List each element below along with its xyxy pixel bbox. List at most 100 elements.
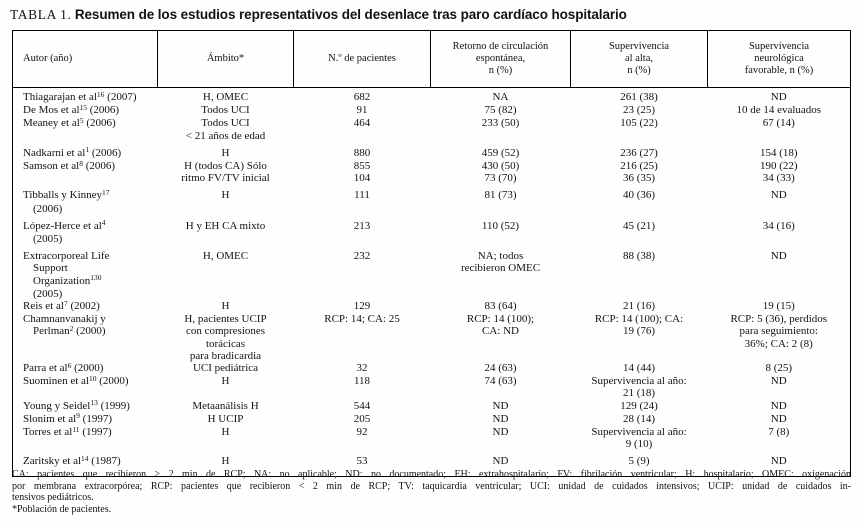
pacientes-cell: 682 [353,91,371,103]
pacientes-cell: 205 [353,412,371,425]
neuro-cell: 19 (15) [762,300,795,313]
ambito-cell: UCI pediátrica [192,362,259,375]
author-reference-superscript: 11 [72,424,80,434]
neuro-cell: ND [770,412,787,425]
author-name: Tibballs y Kinney [23,189,103,202]
ambito-cell: H, OMEC [202,91,249,103]
table-row: Slonim et al9 (1997) H UCIP 205 ND 28 (1… [13,411,851,426]
ambito-cell: H [221,146,230,159]
neuro-cell: 34 (16) [762,219,795,232]
retorno-cell: NA [492,91,509,103]
author-name: Reis et al [23,300,64,313]
neuro-cell: 154 (18) [759,146,798,159]
alta-cell: 40 (36) [622,189,656,202]
neuro-cell: ND [770,189,787,202]
table-row: Tibballs y Kinney17 (2006) H 111 81 (73)… [13,184,851,215]
table-row: Torres et al11 (1997) H 92 ND Superviven… [13,424,851,451]
retorno-cell: ND [492,399,509,412]
author-name: De Mos et al [23,104,80,117]
retorno-cell: 233 (50) [481,117,520,130]
neuro-cell: ND [770,399,787,412]
author-cell: Extracorporeal Life Support Organization… [13,245,158,300]
results-table: Autor (año) Ámbito* N.º de pacientes Ret… [12,30,851,477]
author-cell: Slonim et al9 (1997) [13,411,158,426]
pacientes-cell: 880 [353,146,371,159]
table-row: Chamnanvanakij y Perlman2 (2000) H, paci… [13,313,851,362]
alta-cell: 236 (27) [620,146,658,159]
retorno-cell: 110 (52) [481,219,520,232]
pacientes-cell: 53 [356,455,368,468]
table-row: Extracorporeal Life Support Organization… [13,245,851,300]
author-year: (2000) [96,375,129,388]
author-cell: Chamnanvanakij y Perlman2 (2000) [13,313,158,362]
pacientes-cell: 464 [353,117,371,130]
alta-cell: Supervivencia al año: 9 (10) [591,426,687,451]
pacientes-cell: 544 [353,399,371,412]
neuro-cell: ND [770,375,787,388]
author-name: Torres et al [23,426,73,439]
alta-cell: 23 (25) [622,104,656,117]
author-reference-superscript: 9 [76,411,80,421]
author-reference-superscript: 10 [89,373,97,383]
retorno-cell: RCP: 14 (100); CA: ND [466,313,535,338]
author-name: Nadkarni et al [23,146,86,159]
author-reference-superscript: 5 [79,115,84,125]
pacientes-cell: 111 [354,189,370,202]
table-number-label: TABLA 1. [10,7,72,22]
author-cell: Thiagarajan et al16 (2007) [13,88,158,105]
author-year: (1997) [79,412,112,425]
retorno-cell: 459 (52) [481,146,520,159]
table-title: TABLA 1. Resumen de los estudios represe… [10,7,627,23]
column-header-neurologica: Supervivencia neurológica favorable, n (… [707,30,851,88]
author-reference-superscript: 8 [79,158,83,168]
author-name: Meaney et al [23,117,80,130]
pacientes-cell: RCP: 14; CA: 25 [324,313,400,326]
author-year: (2002) [67,300,100,313]
author-reference-superscript: 130 [90,273,102,283]
column-header-ambito: Ámbito* [157,30,294,88]
author-cell: De Mos et al15 (2006) [13,103,158,117]
table-row: Samson et al8 (2006) H (todos CA) Sólo r… [13,158,851,185]
footnote-asterisk-line: *Población de pacientes. [12,503,112,515]
ambito-cell: H, pacientes UCIP con compresiones torác… [184,313,267,362]
author-reference-superscript: 16 [96,89,105,99]
author-name: Zaritsky et al [23,455,82,468]
author-reference-superscript: 4 [101,218,106,228]
author-year: (2006) [83,117,116,130]
ambito-cell: H [221,455,230,468]
author-name: Samson et al [23,160,80,173]
author-year: (2007) [104,91,137,103]
alta-cell: 129 (24) [620,399,658,412]
ambito-cell: Todos UCI [201,104,250,117]
neuro-cell: RCP: 5 (36), perdidos para seguimiento: … [730,313,828,350]
alta-cell: 216 (25) 36 (35) [620,160,658,185]
alta-cell: 88 (38) [622,250,656,263]
retorno-cell: ND [492,412,509,425]
author-cell: Suominen et al10 (2000) [13,373,158,399]
author-cell: Samson et al8 (2006) [13,158,158,184]
column-header-alta: Supervivencia al alta, n (%) [570,30,708,88]
pacientes-cell: 91 [356,104,368,117]
author-reference-superscript: 13 [90,398,98,408]
author-cell: Meaney et al5 (2006) [13,115,158,141]
alta-cell: 14 (44) [622,362,656,375]
column-header-retorno: Retorno de circulación espontánea, n (%) [430,30,571,88]
neuro-cell: 190 (22) 34 (33) [759,160,798,185]
ambito-cell: Todos UCI < 21 años de edad [185,117,266,142]
neuro-cell: ND [770,250,787,263]
ambito-cell: H, OMEC [202,250,249,263]
table-header: Autor (año) Ámbito* N.º de pacientes Ret… [12,30,851,88]
author-cell: Nadkarni et al1 (2006) [13,142,158,160]
author-year: (2000) [71,362,104,375]
author-name: Chamnanvanakij y Perlman [23,313,106,338]
neuro-cell: ND [770,91,787,103]
retorno-cell: ND [492,426,509,439]
author-year: (1987) [88,455,121,468]
pacientes-cell: 118 [353,375,371,388]
pacientes-cell: 32 [356,362,368,375]
pacientes-cell: 855 104 [353,160,371,185]
author-cell: Young y Seidel13 (1999) [13,398,158,413]
retorno-cell: 24 (63) [484,362,517,375]
table-title-text: Resumen de los estudios representativos … [74,7,627,22]
author-name: Extracorporeal Life Support Organization [23,250,110,287]
